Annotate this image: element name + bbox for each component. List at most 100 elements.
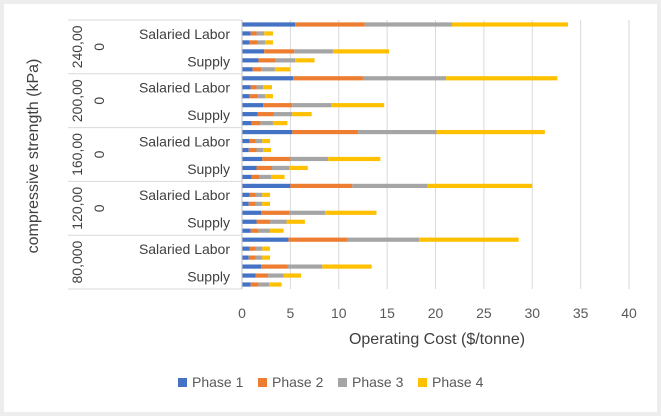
- bar-segment-phase-2: [293, 76, 363, 81]
- bar-segment-phase-2: [250, 228, 259, 233]
- bar-segment-phase-4: [262, 246, 271, 251]
- category-label: Supply: [187, 215, 230, 231]
- bar-segment-phase-3: [271, 165, 290, 171]
- group-label: 0: [91, 150, 107, 158]
- x-tick-label: 0: [238, 305, 246, 321]
- bar-segment-phase-3: [270, 219, 287, 224]
- bar-segment-phase-4: [263, 85, 272, 90]
- bar-segment-phase-2: [295, 22, 365, 27]
- bar-segment-phase-3: [292, 103, 332, 108]
- bar-segment-phase-4: [283, 273, 302, 278]
- group-label: 0: [91, 204, 107, 212]
- bar-segment-phase-2: [249, 138, 256, 144]
- bars: [242, 22, 569, 287]
- bar-segment-phase-2: [250, 282, 259, 287]
- x-axis-title: Operating Cost ($/tonne): [349, 331, 525, 348]
- bar-segment-phase-3: [255, 138, 263, 144]
- bar-segment-phase-1: [242, 174, 252, 180]
- bar-segment-phase-4: [292, 112, 312, 117]
- x-tick-label: 15: [379, 305, 395, 321]
- bar-segment-phase-2: [256, 219, 271, 224]
- bar-segment-phase-3: [255, 255, 263, 260]
- bar-segment-phase-2: [292, 129, 359, 135]
- bar-segment-phase-4: [269, 282, 282, 287]
- category-label: Supply: [187, 268, 230, 284]
- bar-segment-phase-3: [290, 156, 329, 162]
- legend-label: Phase 4: [432, 374, 484, 390]
- bar-segment-phase-2: [249, 40, 258, 45]
- bar-segment-phase-2: [249, 94, 258, 99]
- bar-segment-phase-3: [256, 85, 264, 90]
- bar-segment-phase-1: [242, 219, 257, 224]
- x-tick-label: 25: [476, 305, 492, 321]
- bar-segment-phase-1: [242, 201, 249, 206]
- bar-segment-phase-3: [257, 40, 266, 45]
- bar-segment-phase-1: [242, 246, 250, 251]
- bar-segment-phase-3: [273, 112, 293, 117]
- bar-segment-phase-4: [286, 219, 305, 224]
- bar-segment-phase-4: [289, 165, 308, 171]
- bar-segment-phase-1: [242, 138, 250, 144]
- x-tick-label: 35: [573, 305, 589, 321]
- bar-segment-phase-3: [352, 183, 428, 188]
- group-label: 160,00: [69, 133, 85, 176]
- group-label: 240,00: [69, 25, 85, 68]
- bar-segment-phase-3: [258, 228, 271, 233]
- bar-segment-phase-1: [242, 183, 291, 188]
- bar-segment-phase-1: [242, 192, 250, 197]
- bar-segment-phase-4: [271, 174, 285, 180]
- legend-label: Phase 3: [352, 374, 404, 390]
- category-label: Supply: [187, 161, 230, 177]
- bar-segment-phase-1: [242, 273, 256, 278]
- x-axis-ticks: 0 5 10 15 20 25 30 35 40: [238, 305, 637, 321]
- bar-segment-phase-3: [294, 49, 333, 54]
- bar-segment-phase-4: [265, 94, 273, 99]
- bar-segment-phase-1: [242, 31, 251, 36]
- bar-segment-phase-3: [268, 273, 284, 278]
- bar-segment-phase-1: [242, 147, 249, 153]
- bar-segment-phase-2: [249, 246, 256, 251]
- bar-segment-phase-2: [252, 67, 262, 72]
- bar-segment-phase-1: [242, 103, 264, 108]
- bar-segment-phase-4: [263, 147, 272, 153]
- y-axis: Salaried Labor Supply 240,00 0 Salaried Labo…: [68, 19, 243, 290]
- bar-segment-phase-3: [255, 246, 263, 251]
- bar-segment-phase-4: [322, 264, 372, 269]
- bar-segment-phase-4: [419, 237, 519, 242]
- legend-swatch-phase-4: [418, 378, 427, 387]
- bar-segment-phase-3: [261, 67, 275, 72]
- bar-segment-phase-1: [242, 76, 294, 81]
- bar-segment-phase-1: [242, 156, 263, 162]
- bar-segment-phase-2: [248, 147, 257, 153]
- bar-segment-phase-4: [272, 121, 288, 126]
- legend-label: Phase 2: [272, 374, 324, 390]
- bar-segment-phase-1: [242, 228, 251, 233]
- bar-segment-phase-1: [242, 237, 289, 242]
- gridlines: [241, 20, 630, 289]
- chart-area: Salaried Labor Supply 240,00 0 Salaried Labo…: [4, 4, 657, 412]
- bar-segment-phase-1: [242, 121, 252, 126]
- group-label: 0: [91, 43, 107, 51]
- bar-segment-phase-2: [258, 58, 276, 63]
- bar-segment-phase-4: [262, 201, 271, 206]
- bar-segment-phase-4: [427, 183, 533, 188]
- legend-swatch-phase-2: [258, 378, 267, 387]
- bar-segment-phase-3: [347, 237, 420, 242]
- legend: Phase 1 Phase 2 Phase 3 Phase 4: [178, 374, 484, 390]
- bar-segment-phase-2: [251, 174, 260, 180]
- bar-segment-phase-4: [446, 76, 558, 81]
- bar-segment-phase-2: [264, 49, 295, 54]
- bar-segment-phase-3: [275, 58, 296, 63]
- legend-swatch-phase-3: [338, 378, 347, 387]
- bar-segment-phase-1: [242, 282, 251, 287]
- category-label: Supply: [187, 107, 230, 123]
- group-label: 0: [91, 97, 107, 105]
- bar-segment-phase-1: [242, 22, 296, 27]
- bar-segment-phase-4: [332, 49, 390, 54]
- category-label: Salaried Labor: [139, 80, 230, 96]
- bar-segment-phase-2: [263, 103, 293, 108]
- bar-segment-phase-1: [242, 129, 293, 135]
- bar-segment-phase-2: [248, 255, 256, 260]
- bar-segment-phase-3: [289, 210, 326, 215]
- bar-segment-phase-3: [255, 201, 263, 206]
